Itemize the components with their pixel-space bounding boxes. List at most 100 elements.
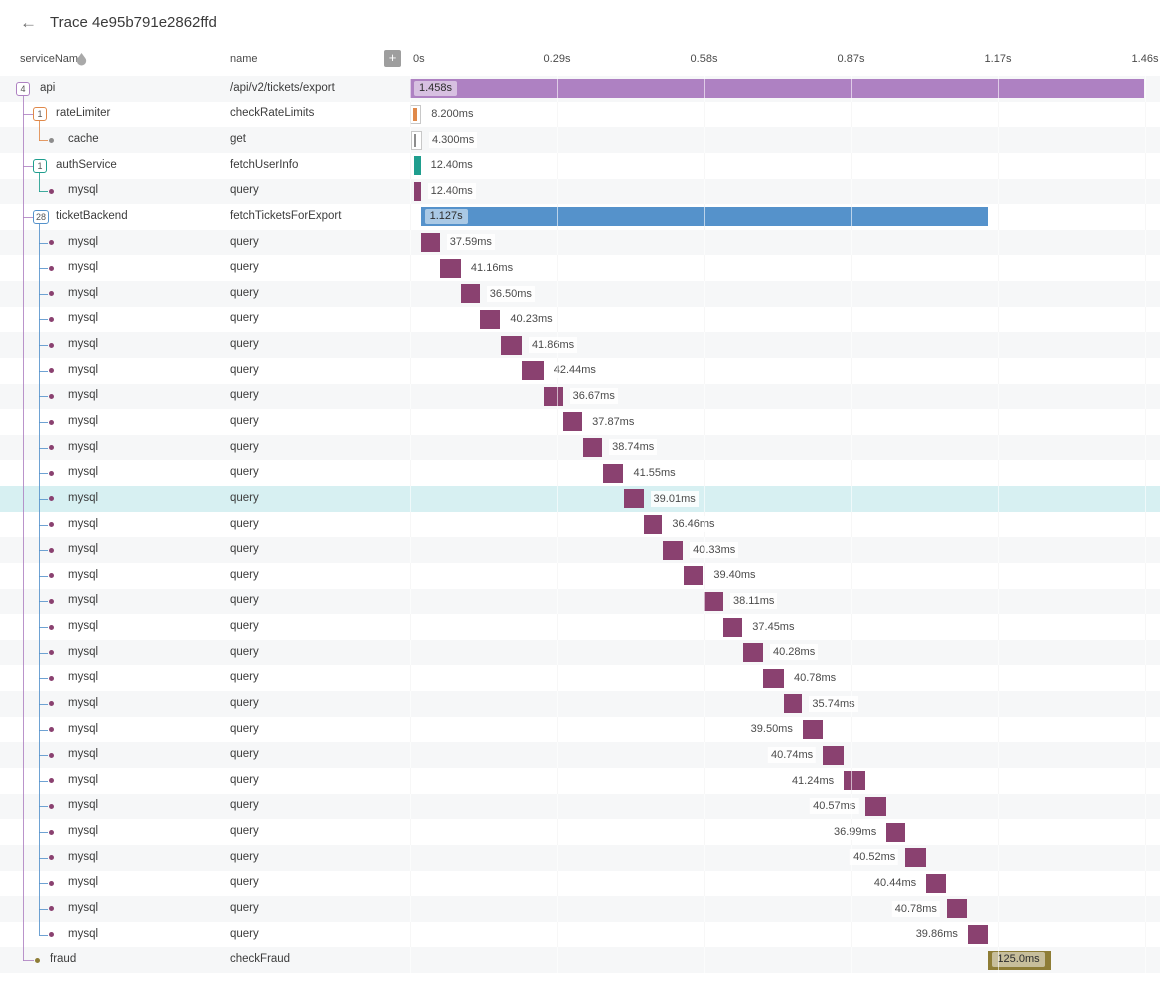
- trace-span-row[interactable]: 4 api/api/v2/tickets/export 1.458s: [0, 76, 1160, 102]
- trace-span-row[interactable]: mysql query 41.86ms: [0, 332, 1160, 358]
- span-duration-bar[interactable]: [410, 104, 422, 124]
- span-duration-bar[interactable]: [886, 822, 905, 842]
- tree-guide-line: [39, 121, 40, 141]
- trace-span-row[interactable]: cache get 4.300ms: [0, 127, 1160, 153]
- service-name-label: mysql: [68, 466, 99, 479]
- span-duration-bar[interactable]: [480, 309, 501, 329]
- span-duration-bar[interactable]: [703, 591, 723, 611]
- operation-name-label: query: [230, 517, 259, 530]
- span-duration-bar[interactable]: [461, 284, 480, 304]
- trace-span-row[interactable]: mysql query 38.74ms: [0, 434, 1160, 461]
- span-duration-bar[interactable]: [763, 668, 784, 688]
- span-duration-bar[interactable]: [823, 745, 844, 765]
- trace-span-row[interactable]: mysql query 40.74ms: [0, 742, 1160, 768]
- trace-span-row[interactable]: mysql query 39.50ms: [0, 717, 1160, 743]
- service-name-label: mysql: [68, 491, 99, 504]
- collapse-toggle-badge[interactable]: 4: [16, 81, 30, 96]
- span-duration-label: 4.300ms: [429, 131, 478, 148]
- trace-span-row[interactable]: mysql query 39.86ms: [0, 922, 1160, 948]
- span-duration-bar[interactable]: [500, 335, 522, 355]
- timeline-cell: 40.78ms: [410, 896, 1160, 922]
- timeline-cell: 41.55ms: [410, 460, 1160, 486]
- span-duration-label: 42.44ms: [550, 362, 599, 379]
- trace-span-row[interactable]: mysql query 37.87ms: [0, 409, 1160, 435]
- trace-span-row[interactable]: mysql query 41.24ms: [0, 768, 1160, 794]
- span-duration-bar[interactable]: [414, 181, 421, 201]
- span-bullet-dot: [49, 419, 54, 425]
- span-duration-bar[interactable]: [623, 489, 644, 509]
- span-duration-bar[interactable]: [784, 694, 803, 714]
- back-button[interactable]: ←: [20, 12, 37, 32]
- axis-tick-label: 0s: [413, 53, 425, 65]
- timeline-cell: 38.11ms: [410, 589, 1160, 615]
- span-duration-bar[interactable]: [967, 925, 988, 945]
- span-duration-bar[interactable]: [683, 566, 704, 586]
- trace-span-row[interactable]: mysql query 40.57ms: [0, 793, 1160, 820]
- trace-span-row[interactable]: mysql query 40.28ms: [0, 639, 1160, 666]
- span-duration-bar[interactable]: [544, 386, 563, 406]
- span-duration-bar[interactable]: [410, 79, 1144, 99]
- trace-span-row[interactable]: mysql query 12.40ms: [0, 178, 1160, 205]
- trace-span-row[interactable]: mysql query 36.50ms: [0, 281, 1160, 307]
- service-name-label: authService: [56, 158, 117, 171]
- trace-span-row[interactable]: mysql query 35.74ms: [0, 691, 1160, 717]
- trace-span-row[interactable]: mysql query 37.45ms: [0, 614, 1160, 640]
- span-duration-bar[interactable]: [643, 515, 663, 534]
- trace-span-row[interactable]: mysql query 39.40ms: [0, 563, 1160, 589]
- operation-name-label: query: [230, 825, 259, 838]
- sort-icon[interactable]: [76, 53, 87, 66]
- trace-span-row[interactable]: mysql query 40.44ms: [0, 871, 1160, 897]
- trace-span-row[interactable]: mysql query 40.23ms: [0, 307, 1160, 333]
- trace-span-row[interactable]: mysql query 42.44ms: [0, 358, 1160, 384]
- trace-span-row[interactable]: mysql query 36.99ms: [0, 819, 1160, 845]
- span-duration-bar[interactable]: [802, 720, 823, 740]
- span-duration-bar[interactable]: [420, 207, 988, 227]
- span-duration-bar[interactable]: [602, 463, 624, 483]
- trace-span-row[interactable]: mysql query 41.16ms: [0, 255, 1160, 281]
- trace-span-row[interactable]: mysql query 41.55ms: [0, 460, 1160, 486]
- trace-span-row[interactable]: mysql query 39.01ms: [0, 486, 1160, 512]
- span-duration-bar[interactable]: [946, 899, 968, 919]
- span-duration-bar[interactable]: [522, 361, 544, 381]
- span-duration-bar[interactable]: [905, 848, 926, 868]
- collapse-toggle-badge[interactable]: 1: [33, 158, 47, 173]
- tree-connector-line: [23, 114, 33, 116]
- timeline-zoom-in-button[interactable]: +: [384, 50, 401, 67]
- trace-span-row[interactable]: fraud checkFraud 125.0ms: [0, 947, 1160, 974]
- span-duration-bar[interactable]: [563, 412, 583, 432]
- trace-span-row[interactable]: 1 authService fetchUserInfo 12.40ms: [0, 153, 1160, 179]
- collapse-toggle-badge[interactable]: 1: [33, 107, 47, 122]
- trace-span-row[interactable]: mysql query 38.11ms: [0, 588, 1160, 615]
- span-duration-bar[interactable]: [662, 540, 684, 560]
- span-duration-bar[interactable]: [742, 643, 763, 663]
- trace-span-row[interactable]: 28 ticketBackend fetchTicketsForExport 1.12…: [0, 204, 1160, 230]
- timeline-cell: 36.50ms: [410, 281, 1160, 307]
- span-duration-bar[interactable]: [844, 771, 865, 791]
- operation-name-label: query: [230, 543, 259, 556]
- trace-span-row[interactable]: mysql query 40.33ms: [0, 537, 1160, 563]
- operation-name-label: query: [230, 748, 259, 761]
- span-duration-bar[interactable]: [926, 873, 947, 893]
- tree-connector-line: [23, 165, 33, 167]
- operation-name-label: checkFraud: [230, 953, 291, 966]
- span-duration-bar[interactable]: [865, 796, 886, 816]
- span-duration-bar[interactable]: [414, 156, 421, 176]
- operation-name-label: query: [230, 440, 259, 453]
- span-duration-bar[interactable]: [420, 233, 440, 253]
- span-duration-bar[interactable]: [440, 258, 461, 278]
- trace-span-row[interactable]: 1 rateLimiter checkRateLimits 8.200ms: [0, 102, 1160, 128]
- span-duration-bar[interactable]: [582, 438, 603, 458]
- trace-span-row[interactable]: mysql query 36.46ms: [0, 512, 1160, 538]
- tree-connector-line: [39, 729, 48, 731]
- trace-span-row[interactable]: mysql query 37.59ms: [0, 229, 1160, 256]
- trace-span-row[interactable]: mysql query 36.67ms: [0, 383, 1160, 410]
- collapse-toggle-badge[interactable]: 28: [33, 209, 50, 224]
- operation-name-label: query: [230, 594, 259, 607]
- trace-span-row[interactable]: mysql query 40.52ms: [0, 844, 1160, 871]
- service-name-label: mysql: [68, 363, 99, 376]
- timeline-cell: 41.16ms: [410, 255, 1160, 281]
- trace-span-row[interactable]: mysql query 40.78ms: [0, 896, 1160, 922]
- span-duration-bar[interactable]: [411, 130, 422, 150]
- trace-span-row[interactable]: mysql query 40.78ms: [0, 665, 1160, 691]
- span-duration-bar[interactable]: [723, 617, 743, 637]
